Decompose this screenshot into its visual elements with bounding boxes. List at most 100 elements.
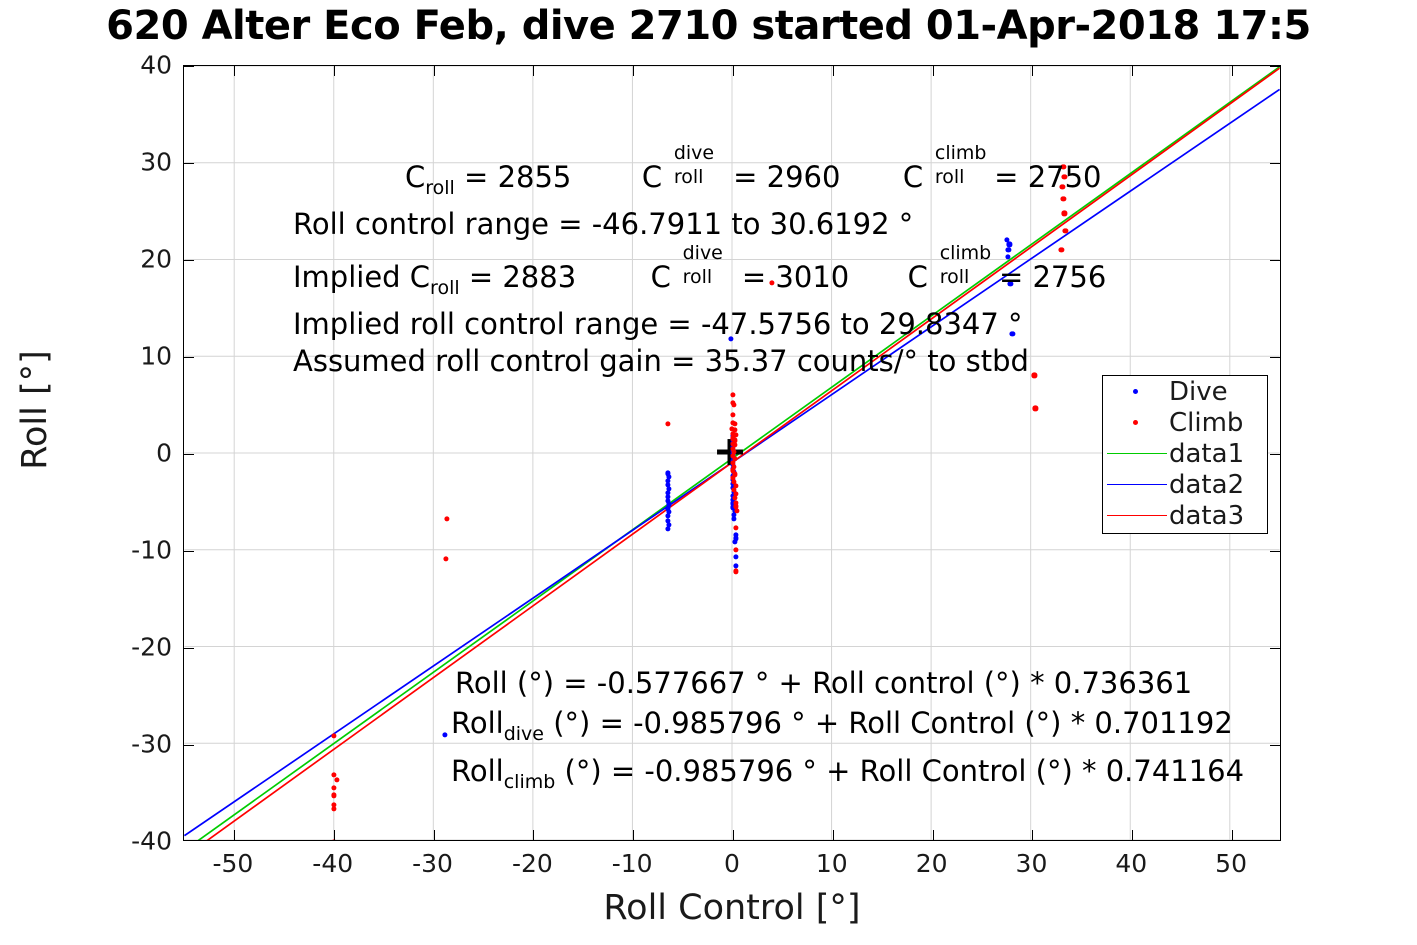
implied-c-roll-prefix: Implied C bbox=[293, 260, 431, 294]
data-point-climb bbox=[733, 503, 739, 509]
y-axis-label: Roll [°] bbox=[15, 350, 55, 470]
c-roll-climb-scripts: climb roll bbox=[923, 144, 994, 187]
legend-line-icon bbox=[1107, 452, 1167, 455]
y-tick-mark bbox=[184, 454, 194, 455]
x-tick-label: 10 bbox=[815, 849, 848, 878]
y-tick-mark bbox=[1270, 357, 1280, 358]
x-tick-label: 20 bbox=[915, 849, 948, 878]
x-tick-label: 50 bbox=[1215, 849, 1247, 878]
data-point-dive bbox=[665, 505, 671, 511]
data-point-climb bbox=[733, 525, 739, 531]
x-tick-mark bbox=[533, 66, 535, 76]
y-tick-label: 40 bbox=[140, 50, 172, 80]
data-point-climb bbox=[732, 427, 738, 433]
page-title: 620 Alter Eco Feb, dive 2710 started 01-… bbox=[106, 3, 1311, 49]
data-point-climb bbox=[732, 421, 738, 427]
data-point-climb bbox=[331, 792, 337, 799]
c-roll-climb-value: = 2750 bbox=[994, 160, 1102, 194]
data-point-climb bbox=[1031, 372, 1038, 379]
x-tick-mark bbox=[733, 830, 734, 840]
legend-line-icon bbox=[1107, 514, 1167, 517]
x-tick-mark bbox=[533, 830, 535, 840]
data-point-dive bbox=[665, 494, 671, 500]
implied-c-dive-symbol: C bbox=[650, 260, 671, 294]
data-point-dive bbox=[441, 732, 448, 738]
data-point-climb bbox=[730, 467, 736, 474]
implied-c-dive-superscript: dive bbox=[682, 242, 723, 265]
x-tick-label: 40 bbox=[1115, 849, 1148, 878]
data-point-dive bbox=[666, 474, 672, 480]
plot-area bbox=[183, 65, 1281, 841]
x-tick-mark bbox=[832, 66, 834, 76]
x-tick-mark bbox=[433, 66, 435, 76]
origin-cross bbox=[717, 439, 743, 465]
data-point-climb bbox=[665, 421, 671, 427]
data-point-climb bbox=[331, 733, 337, 739]
implied-c-climb-symbol: C bbox=[907, 260, 928, 294]
x-tick-mark bbox=[433, 830, 435, 840]
implied-c-dive-subscript: roll bbox=[682, 265, 713, 288]
y-tick-mark bbox=[184, 260, 194, 261]
data-point-dive bbox=[731, 512, 737, 518]
legend-item-climb[interactable]: Climb bbox=[1103, 407, 1267, 438]
x-tick-label: -50 bbox=[212, 849, 254, 878]
legend-label: data1 bbox=[1169, 438, 1245, 469]
c-roll-dive-symbol: C bbox=[641, 160, 663, 194]
implied-c-climb-scripts: climb roll bbox=[928, 244, 999, 287]
data-point-dive bbox=[733, 554, 739, 560]
implied-c-climb-superscript: climb bbox=[939, 242, 992, 265]
legend[interactable]: Dive Climb data1 data2 data3 bbox=[1102, 375, 1268, 534]
x-tick-mark bbox=[832, 830, 834, 840]
data-point-dive bbox=[731, 516, 737, 522]
equation-roll-climb-body: (°) = -0.985796 ° + Roll Control (°) * 0… bbox=[564, 754, 1245, 788]
y-tick-mark bbox=[1270, 260, 1280, 261]
data-point-climb bbox=[1062, 228, 1068, 234]
y-tick-mark bbox=[184, 357, 194, 358]
legend-item-data3[interactable]: data3 bbox=[1103, 500, 1267, 531]
y-tick-label: 10 bbox=[140, 341, 172, 371]
data-point-dive bbox=[666, 501, 672, 508]
x-tick-mark bbox=[333, 830, 335, 840]
legend-marker-icon bbox=[1133, 420, 1138, 425]
data-point-climb bbox=[733, 491, 739, 497]
implied-c-dive-scripts: dive roll bbox=[671, 244, 742, 288]
implied-c-dive-value: = 3010 bbox=[741, 260, 850, 294]
data-point-climb bbox=[731, 401, 737, 408]
x-tick-mark bbox=[1232, 830, 1234, 840]
x-tick-label: -10 bbox=[611, 849, 653, 878]
x-tick-mark bbox=[1032, 830, 1034, 840]
legend-item-dive[interactable]: Dive bbox=[1103, 376, 1267, 407]
x-tick-mark bbox=[1132, 830, 1134, 840]
data-point-dive bbox=[665, 470, 671, 476]
y-tick-mark bbox=[1270, 454, 1280, 455]
x-tick-label: 30 bbox=[1015, 849, 1048, 878]
data-point-dive bbox=[730, 504, 736, 510]
implied-c-roll-subscript: roll bbox=[430, 277, 460, 300]
data-point-climb bbox=[732, 471, 738, 477]
tick-marks-layer bbox=[184, 66, 1280, 840]
x-tick-mark bbox=[1232, 66, 1234, 76]
c-roll-subscript: roll bbox=[425, 177, 455, 200]
data-point-climb bbox=[1059, 184, 1065, 190]
annotation-implied-roll-control-range: Implied roll control range = -47.5756 to… bbox=[293, 307, 1023, 341]
legend-item-data1[interactable]: data1 bbox=[1103, 438, 1267, 469]
data-point-climb bbox=[730, 460, 736, 466]
data-point-climb bbox=[731, 449, 737, 455]
data-point-dive bbox=[666, 486, 672, 492]
data-point-climb bbox=[1032, 405, 1039, 411]
annotation-roll-control-range: Roll control range = -46.7911 to 30.6192… bbox=[293, 207, 914, 241]
implied-c-climb-value: = 2756 bbox=[998, 260, 1107, 294]
data-point-dive bbox=[733, 562, 739, 569]
data-point-climb bbox=[443, 516, 450, 522]
x-tick-mark bbox=[633, 830, 635, 840]
annotation-assumed-gain: Assumed roll control gain = 35.37 counts… bbox=[293, 344, 1029, 378]
data-point-dive bbox=[666, 522, 672, 528]
data-point-climb bbox=[331, 802, 337, 808]
legend-item-data2[interactable]: data2 bbox=[1103, 469, 1267, 500]
data-point-climb bbox=[331, 772, 337, 778]
data-point-climb bbox=[334, 777, 340, 783]
y-tick-label: 0 bbox=[156, 438, 172, 468]
data-point-dive bbox=[1009, 331, 1016, 337]
